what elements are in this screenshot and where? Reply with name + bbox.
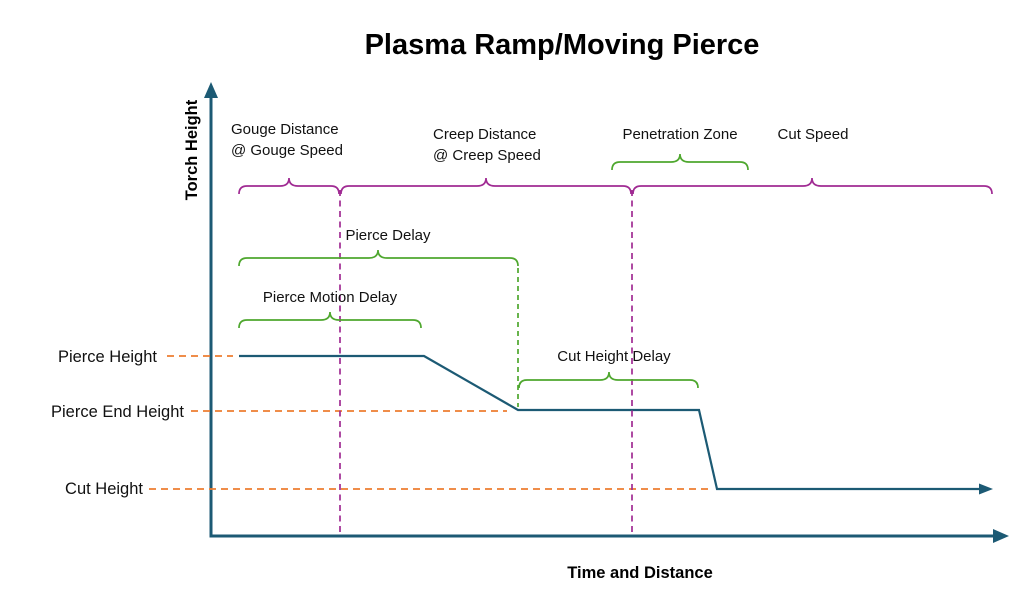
creep-zone-label-line1: Creep Distance <box>433 126 536 143</box>
level-reference-lines <box>149 355 711 490</box>
cut-speed-label: Cut Speed <box>778 126 849 143</box>
cut-height-label: Cut Height <box>65 480 143 498</box>
y-axis-label: Torch Height <box>183 99 201 200</box>
pierce-motion-delay-brace <box>238 311 422 329</box>
cut-height-delay-label: Cut Height Delay <box>557 348 671 365</box>
gouge-zone-label-line2: @ Gouge Speed <box>231 142 343 159</box>
pierce-motion-delay-label: Pierce Motion Delay <box>263 289 398 306</box>
gouge-zone-brace <box>238 177 340 195</box>
axis-labels: Torch Height Time and Distance <box>183 99 713 582</box>
zone-labels: Gouge Distance @ Gouge Speed Creep Dista… <box>231 121 848 164</box>
cut-height-delay-brace <box>518 371 699 389</box>
pierce-delay-brace <box>238 249 519 267</box>
x-axis-arrowhead <box>993 529 1009 543</box>
penetration-zone-brace <box>611 153 749 171</box>
gouge-zone-label-line1: Gouge Distance <box>231 121 339 138</box>
x-axis-label: Time and Distance <box>567 564 713 582</box>
cut-speed-zone-brace <box>632 177 993 195</box>
delay-annotations-green <box>238 153 749 407</box>
creep-zone-brace <box>340 177 632 195</box>
penetration-zone-label: Penetration Zone <box>622 126 737 143</box>
level-labels: Pierce Height Pierce End Height Cut Heig… <box>51 348 184 498</box>
curve-arrowhead <box>979 483 993 495</box>
torch-height-curve <box>239 354 993 495</box>
creep-zone-label-line2: @ Creep Speed <box>433 147 541 164</box>
pierce-delay-label: Pierce Delay <box>345 227 431 244</box>
page-title: Plasma Ramp/Moving Pierce <box>365 29 760 61</box>
y-axis-arrowhead <box>204 82 218 98</box>
zone-annotations-purple <box>238 177 993 535</box>
delay-labels: Pierce Delay Pierce Motion Delay Cut Hei… <box>263 227 671 365</box>
pierce-end-height-label: Pierce End Height <box>51 403 184 421</box>
torch-height-profile <box>239 354 981 491</box>
axes <box>204 82 1009 543</box>
pierce-height-label: Pierce Height <box>58 348 157 366</box>
